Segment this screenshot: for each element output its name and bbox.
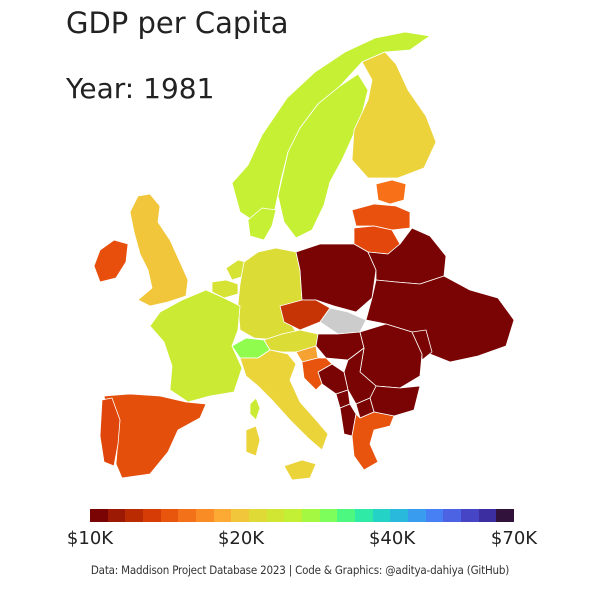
- country-finland: [351, 51, 437, 179]
- legend-swatch: [249, 509, 267, 522]
- legend-tick-label: $70K: [490, 528, 538, 549]
- map-subtitle: Year: 1981: [66, 72, 215, 105]
- legend-swatch: [337, 509, 356, 522]
- legend-swatch: [302, 509, 320, 522]
- country-greece: [351, 411, 395, 471]
- country-bulgaria: [369, 385, 421, 417]
- legend-swatch: [231, 509, 250, 522]
- map-title: GDP per Capita: [66, 6, 289, 40]
- country-slovakia: [319, 307, 367, 335]
- legend-swatch: [496, 509, 515, 522]
- europe-map: [93, 31, 515, 481]
- legend-swatch: [178, 509, 197, 522]
- country-spain: [103, 393, 207, 479]
- legend-swatch: [319, 509, 338, 522]
- legend-tick-label: $20K: [217, 528, 265, 549]
- country-united-kingdom: [129, 193, 189, 307]
- legend-swatch: [125, 509, 144, 522]
- country-belarus: [367, 227, 447, 285]
- legend-swatch: [478, 509, 497, 522]
- country-denmark: [247, 207, 277, 241]
- legend-swatch: [160, 509, 179, 522]
- legend-swatch: [461, 509, 479, 522]
- legend-swatch: [107, 509, 126, 522]
- country-belgium: [211, 279, 239, 299]
- source-caption: Data: Maddison Project Database 2023 | C…: [90, 563, 510, 577]
- legend-swatch: [443, 509, 462, 522]
- country-poland: [295, 243, 377, 313]
- legend-tick-label: $10K: [66, 528, 114, 549]
- country-moldova: [411, 329, 433, 361]
- legend-swatch: [408, 509, 426, 522]
- country-italy: [239, 349, 329, 451]
- island-sardinia: [245, 425, 261, 457]
- country-latvia: [351, 203, 411, 231]
- country-sweden: [277, 73, 369, 239]
- legend-swatch: [390, 509, 409, 522]
- country-croatia: [301, 357, 333, 391]
- legend-swatch: [213, 509, 232, 522]
- legend-swatch: [425, 509, 444, 522]
- country-portugal: [99, 397, 121, 467]
- country-estonia: [375, 179, 407, 205]
- legend-swatch: [355, 509, 373, 522]
- legend-swatch: [143, 509, 161, 522]
- legend-swatch: [284, 509, 303, 522]
- island-sicily: [283, 459, 317, 481]
- legend-swatch: [196, 509, 214, 522]
- legend-swatch: [372, 509, 391, 522]
- legend-swatch: [90, 509, 108, 522]
- country-ireland: [93, 239, 129, 283]
- country-france: [149, 289, 243, 403]
- island-corsica: [249, 397, 261, 421]
- legend-color-bar: [90, 509, 515, 522]
- legend-swatch: [266, 509, 285, 522]
- legend-tick-label: $40K: [368, 528, 416, 549]
